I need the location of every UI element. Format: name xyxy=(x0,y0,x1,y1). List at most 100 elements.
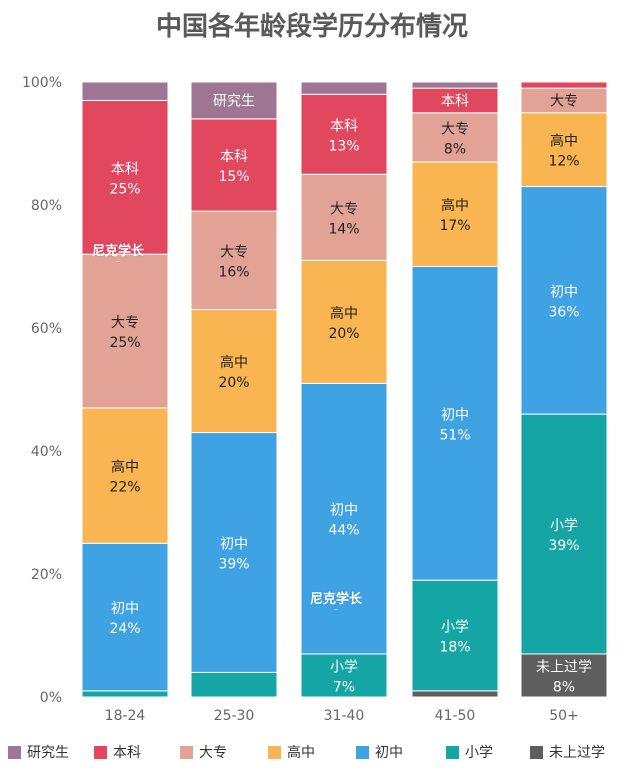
segment-name-label: 初中 xyxy=(220,535,248,552)
legend-swatch xyxy=(180,745,193,759)
bar-segment xyxy=(81,253,169,409)
bar-segment xyxy=(520,653,608,698)
legend-item: 研究生 xyxy=(8,742,69,762)
bar-segment xyxy=(81,690,169,698)
bar-segment xyxy=(81,542,169,692)
segment-name-label: 大专 xyxy=(220,244,248,260)
segment-value-label: 14% xyxy=(328,221,359,237)
bar-segment xyxy=(190,210,278,311)
bar-segment xyxy=(300,93,388,175)
segment-value-label: 51% xyxy=(439,427,470,443)
segment-value-label: 12% xyxy=(548,154,579,170)
segment-name-label: 初中 xyxy=(111,600,139,617)
segment-value-label: 25% xyxy=(109,181,140,197)
legend-label: 研究生 xyxy=(27,745,69,761)
bar-segment xyxy=(520,186,608,415)
legend-item: 未上过学 xyxy=(530,742,605,762)
segment-name-label: 初中 xyxy=(330,502,358,519)
bar-segment xyxy=(300,259,388,384)
bar-segment xyxy=(411,266,499,581)
bar-segment xyxy=(300,81,388,95)
chart-title: 中国各年龄段学历分布情况 xyxy=(155,12,468,42)
segment-name-label: 高中 xyxy=(220,354,248,371)
segment-value-label: 39% xyxy=(218,556,249,572)
segment-name-label: 初中 xyxy=(550,283,578,300)
segment-value-label: 24% xyxy=(109,621,140,637)
legend: 研究生 本科 大专 高中 初中 小学 未上过学 xyxy=(0,742,624,764)
segment-name-label: 小学 xyxy=(441,620,469,636)
bar-segment xyxy=(190,81,278,120)
segment-name-label: 高中 xyxy=(441,197,469,214)
segment-name-label: 高中 xyxy=(111,459,139,476)
segment-name-label: 小学 xyxy=(550,518,578,534)
legend-swatch xyxy=(446,745,459,759)
bar-segment xyxy=(411,579,499,692)
segment-value-label: 20% xyxy=(328,326,359,342)
legend-item: 小学 xyxy=(446,742,493,762)
legend-swatch xyxy=(356,745,369,759)
legend-swatch xyxy=(94,745,107,759)
bar-segment xyxy=(411,161,499,267)
bar-segment xyxy=(190,671,278,698)
segment-name-label: 未上过学 xyxy=(536,659,592,675)
y-tick-label: 20% xyxy=(31,567,62,583)
watermark: 尼克学长 — xyxy=(310,592,363,613)
x-tick-label: 18-24 xyxy=(105,708,146,724)
segment-value-label: 8% xyxy=(444,141,466,157)
stacked-bar-chart: 0% 20% 40% 60% 80% 100% 初中 24% 高中 22% 大专 25% 本科 25% 18… xyxy=(22,75,608,724)
bar-segment xyxy=(411,87,499,114)
segment-value-label: 20% xyxy=(218,375,249,391)
legend-label: 小学 xyxy=(465,745,493,761)
segment-name-label: 研究生 xyxy=(213,93,255,109)
y-tick-label: 80% xyxy=(31,198,62,214)
segment-name-label: 大专 xyxy=(111,315,139,331)
y-tick-label: 0% xyxy=(40,690,62,706)
y-tick-label: 100% xyxy=(22,75,62,91)
bar-segment xyxy=(520,81,608,89)
segment-value-label: 7% xyxy=(333,679,355,695)
segment-value-label: 8% xyxy=(553,679,575,695)
segment-name-label: 高中 xyxy=(550,133,578,150)
bar-segment xyxy=(520,413,608,655)
legend-label: 大专 xyxy=(199,745,227,761)
segment-value-label: 13% xyxy=(328,138,359,154)
segment-name-label: 本科 xyxy=(441,93,469,109)
segment-value-label: 39% xyxy=(548,538,579,554)
segment-value-label: 36% xyxy=(548,304,579,320)
bar-segment xyxy=(300,173,388,261)
bar-segment xyxy=(190,118,278,212)
legend-label: 本科 xyxy=(113,745,141,761)
segment-name-label: 本科 xyxy=(220,149,248,165)
bar-segment xyxy=(520,112,608,188)
bar-segment xyxy=(81,99,169,255)
y-tick-label: 60% xyxy=(31,321,62,337)
legend-label: 未上过学 xyxy=(549,745,605,761)
segment-name-label: 小学 xyxy=(330,659,358,675)
legend-item: 高中 xyxy=(268,742,315,762)
bar-segment xyxy=(190,432,278,673)
segment-name-label: 大专 xyxy=(330,201,358,217)
bar-segment xyxy=(81,81,169,101)
legend-label: 初中 xyxy=(375,745,403,761)
segment-value-label: 17% xyxy=(439,218,470,234)
segment-name-label: 本科 xyxy=(111,161,139,177)
x-tick-label: 31-40 xyxy=(324,708,365,724)
x-tick-label: 25-30 xyxy=(214,708,255,724)
bar-segment xyxy=(411,690,499,698)
segment-value-label: 16% xyxy=(218,264,249,280)
segment-value-label: 44% xyxy=(328,523,359,539)
legend-swatch xyxy=(268,745,281,759)
segment-name-label: 高中 xyxy=(330,305,358,322)
legend-item: 本科 xyxy=(94,742,141,762)
segment-value-label: 25% xyxy=(109,335,140,351)
segment-name-label: 本科 xyxy=(330,118,358,134)
bar-segment xyxy=(411,112,499,163)
y-tick-label: 40% xyxy=(31,444,62,460)
x-tick-label: 50+ xyxy=(549,708,579,724)
bar-segment xyxy=(300,382,388,655)
segment-name-label: 初中 xyxy=(441,406,469,423)
segment-name-label: 大专 xyxy=(441,121,469,137)
legend-label: 高中 xyxy=(287,745,315,761)
legend-swatch xyxy=(530,745,543,759)
segment-value-label: 22% xyxy=(109,480,140,496)
